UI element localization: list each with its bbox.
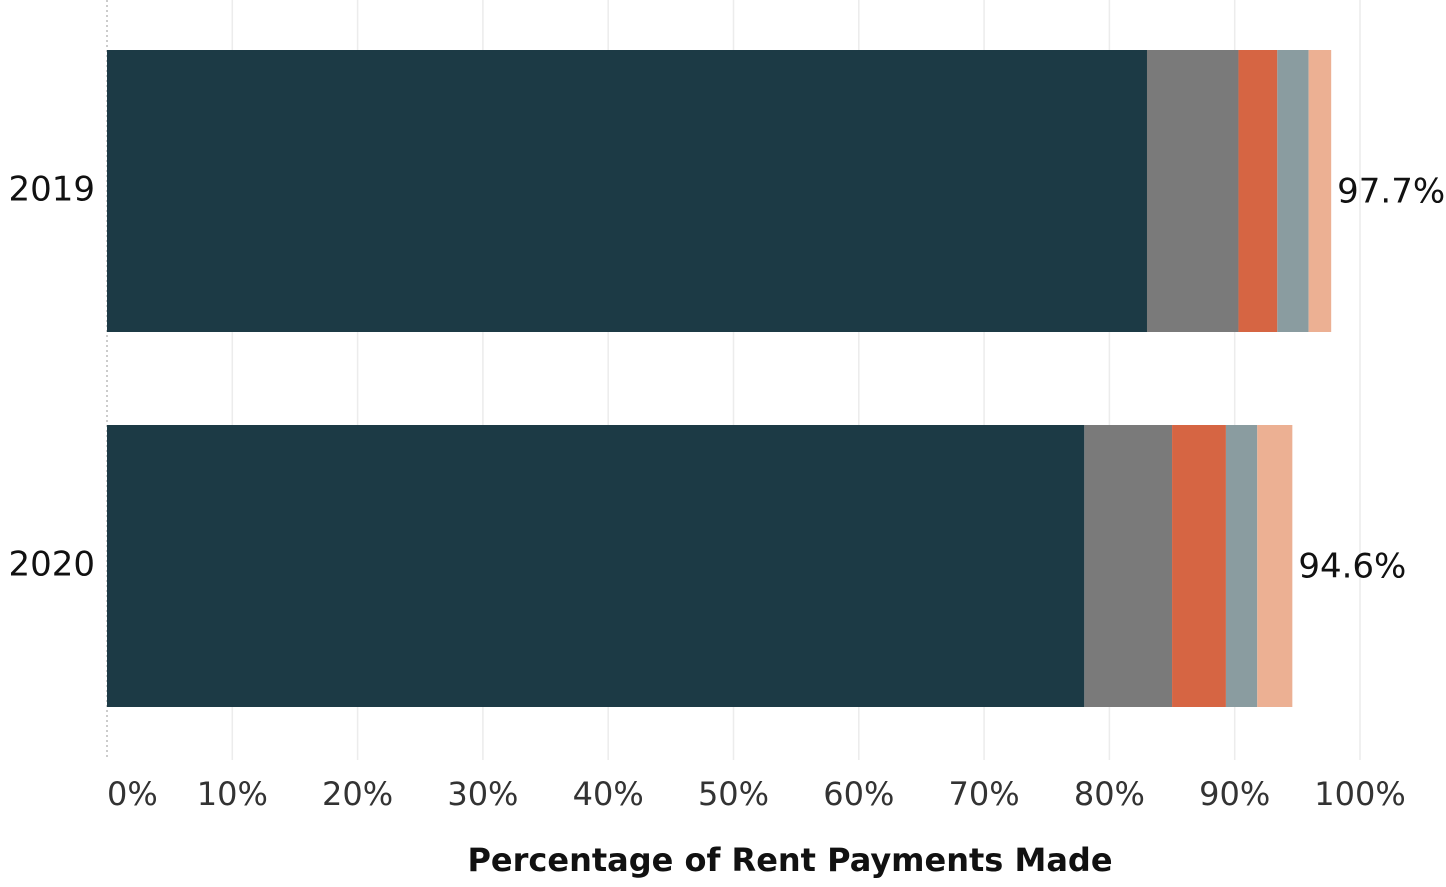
bar-segment (1146, 50, 1239, 332)
x-tick-label: 10% (197, 775, 268, 813)
x-axis-title: Percentage of Rent Payments Made (467, 841, 1112, 879)
bar-segment (1238, 50, 1278, 332)
bar-segment (1172, 425, 1226, 707)
bar-segment (1225, 425, 1258, 707)
x-tick-label: 50% (698, 775, 769, 813)
category-label: 2020 (8, 545, 95, 585)
bar-segment (1084, 425, 1173, 707)
total-label: 94.6% (1298, 547, 1406, 587)
x-tick-label: 30% (447, 775, 518, 813)
bar-segment (1277, 50, 1309, 332)
x-tick-label: 0% (107, 775, 158, 813)
bar-segment (107, 50, 1147, 332)
x-tick-label: 60% (823, 775, 894, 813)
x-tick-label: 40% (573, 775, 644, 813)
category-label: 2019 (8, 170, 95, 210)
x-tick-label: 20% (322, 775, 393, 813)
bar-segment (107, 425, 1085, 707)
x-tick-label: 70% (949, 775, 1020, 813)
total-label: 97.7% (1337, 172, 1445, 212)
bar-segment (1257, 425, 1293, 707)
x-tick-label: 100% (1314, 775, 1405, 813)
bar-segment (1308, 50, 1332, 332)
x-tick-label: 90% (1199, 775, 1270, 813)
x-tick-label: 80% (1074, 775, 1145, 813)
